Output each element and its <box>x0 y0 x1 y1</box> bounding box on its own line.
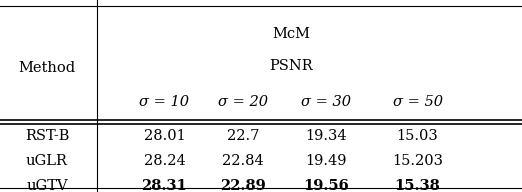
Text: Method: Method <box>18 61 76 75</box>
Text: 19.49: 19.49 <box>305 154 347 168</box>
Text: 28.01: 28.01 <box>144 129 185 143</box>
Text: σ = 50: σ = 50 <box>393 95 443 109</box>
Text: σ = 10: σ = 10 <box>139 95 189 109</box>
Text: 28.24: 28.24 <box>144 154 185 168</box>
Text: PSNR: PSNR <box>269 59 313 73</box>
Text: 19.34: 19.34 <box>305 129 347 143</box>
Text: McM: McM <box>272 27 310 41</box>
Text: σ = 30: σ = 30 <box>301 95 351 109</box>
Text: uGLR: uGLR <box>26 154 68 168</box>
Text: 15.203: 15.203 <box>392 154 443 168</box>
Text: 19.56: 19.56 <box>303 179 349 192</box>
Text: uGTV: uGTV <box>26 179 68 192</box>
Text: 22.84: 22.84 <box>222 154 264 168</box>
Text: 15.38: 15.38 <box>395 179 441 192</box>
Text: RST-B: RST-B <box>25 129 69 143</box>
Text: 22.7: 22.7 <box>227 129 259 143</box>
Text: 15.03: 15.03 <box>397 129 438 143</box>
Text: 22.89: 22.89 <box>220 179 266 192</box>
Text: 28.31: 28.31 <box>141 179 187 192</box>
Text: σ = 20: σ = 20 <box>218 95 268 109</box>
